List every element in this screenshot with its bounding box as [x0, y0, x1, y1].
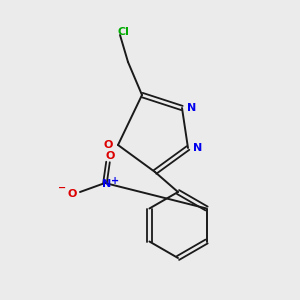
Text: N: N [188, 103, 196, 113]
Text: Cl: Cl [117, 27, 129, 37]
Text: N: N [194, 143, 202, 153]
Text: O: O [105, 151, 115, 161]
Text: O: O [103, 140, 113, 150]
Text: O: O [67, 189, 77, 199]
Text: +: + [111, 176, 119, 186]
Text: −: − [58, 183, 66, 193]
Text: N: N [102, 179, 112, 189]
